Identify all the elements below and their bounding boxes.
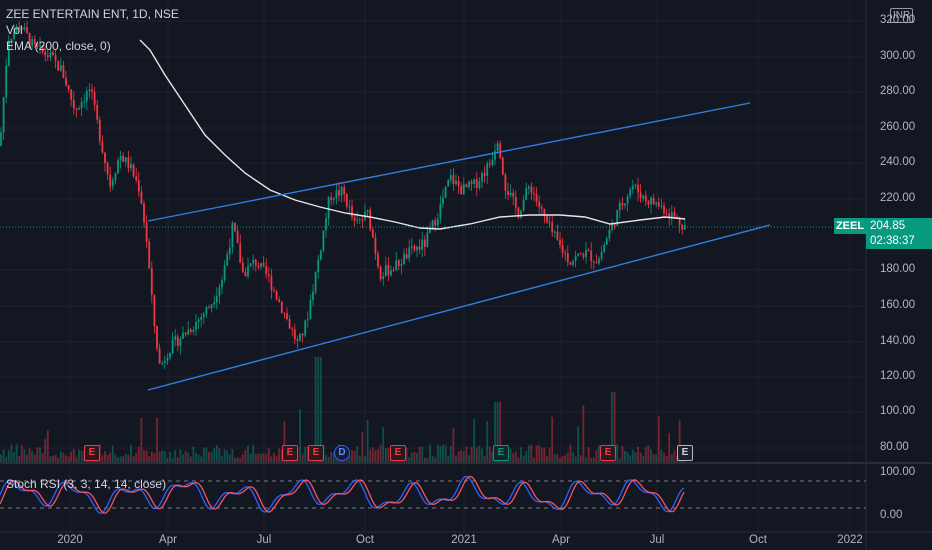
upper-channel-line[interactable] bbox=[147, 102, 751, 222]
grid bbox=[0, 0, 866, 532]
stoch-d-line bbox=[0, 475, 685, 514]
price-axis[interactable]: INR 320.00 300.00 280.00 260.00 240.00 2… bbox=[866, 0, 932, 532]
time-tick: Jul bbox=[256, 534, 272, 546]
price-tick: 100.00 bbox=[880, 405, 916, 417]
volume-legend[interactable]: Vol bbox=[6, 23, 23, 37]
price-tick: 160.00 bbox=[880, 299, 916, 311]
lower-channel-line[interactable] bbox=[147, 224, 771, 391]
price-tick: 140.00 bbox=[880, 335, 916, 347]
time-tick: 2020 bbox=[57, 534, 83, 546]
price-tick: 280.00 bbox=[880, 85, 916, 97]
ema-line bbox=[139, 39, 686, 230]
earnings-marker[interactable]: E bbox=[308, 445, 324, 461]
price-tick: 300.00 bbox=[880, 50, 916, 62]
price-tick: 120.00 bbox=[880, 370, 916, 382]
earnings-marker-upcoming[interactable]: E bbox=[677, 445, 693, 461]
earnings-marker[interactable]: E bbox=[282, 445, 298, 461]
price-tick: 240.00 bbox=[880, 156, 916, 168]
time-tick: 2021 bbox=[451, 534, 477, 546]
price-tick: 220.00 bbox=[880, 192, 916, 204]
time-tick: Oct bbox=[749, 534, 767, 546]
bar-countdown: 02:38:37 bbox=[866, 233, 932, 249]
price-tick: 80.00 bbox=[880, 441, 909, 453]
current-price-label: 204.85 bbox=[866, 218, 932, 234]
symbol-title[interactable]: ZEE ENTERTAIN ENT, 1D, NSE bbox=[6, 7, 179, 21]
stoch-tick: 0.00 bbox=[880, 509, 903, 521]
price-tick: 180.00 bbox=[880, 263, 916, 275]
dividend-marker[interactable]: D bbox=[334, 445, 350, 461]
chart-legend: ZEE ENTERTAIN ENT, 1D, NSE Vol EMA (200,… bbox=[6, 6, 179, 54]
currency-badge[interactable]: INR bbox=[890, 8, 914, 23]
price-tick: 260.00 bbox=[880, 121, 916, 133]
price-tick: 320.00 bbox=[880, 14, 916, 26]
time-tick: Oct bbox=[356, 534, 374, 546]
volume-bars bbox=[0, 357, 686, 462]
ticker-label: ZEEL bbox=[834, 218, 866, 234]
earnings-marker[interactable]: E bbox=[390, 445, 406, 461]
earnings-marker[interactable]: E bbox=[84, 445, 100, 461]
time-tick: 2022 bbox=[837, 534, 863, 546]
ema-legend[interactable]: EMA (200, close, 0) bbox=[6, 39, 111, 53]
time-tick: Apr bbox=[159, 534, 177, 546]
candles bbox=[0, 21, 686, 370]
earnings-marker[interactable]: E bbox=[600, 445, 616, 461]
stoch-tick: 100.00 bbox=[880, 466, 916, 478]
time-axis[interactable]: 2020 Apr Jul Oct 2021 Apr Jul Oct 2022 bbox=[0, 532, 932, 550]
time-tick: Jul bbox=[649, 534, 665, 546]
earnings-marker[interactable]: E bbox=[493, 445, 509, 461]
time-tick: Apr bbox=[552, 534, 570, 546]
stoch-rsi-legend[interactable]: Stoch RSI (3, 3, 14, 14, close) bbox=[6, 477, 167, 491]
